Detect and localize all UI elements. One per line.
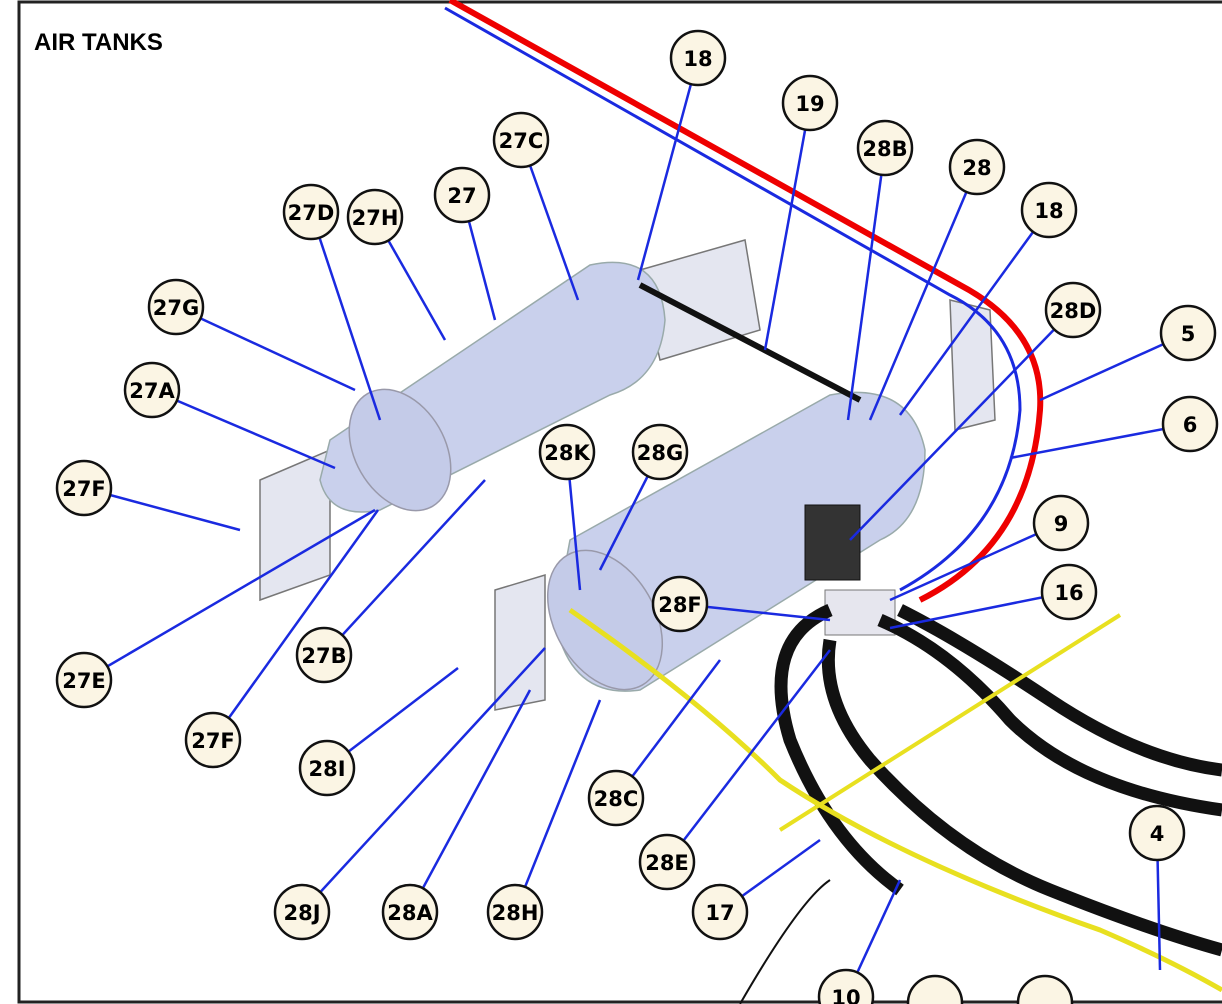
callout-label: 18 <box>1034 199 1063 223</box>
callout-label: 27D <box>288 201 335 225</box>
callout-label: 27A <box>129 379 175 403</box>
callout-label: 28J <box>283 901 320 925</box>
callout-label: 18 <box>683 47 712 71</box>
callout-label: 16 <box>1054 581 1083 605</box>
callout-label: 9 <box>1054 512 1069 536</box>
callout-label: 28C <box>594 787 639 811</box>
callout-label: 5 <box>1181 322 1196 346</box>
callout-label: 27C <box>499 129 544 153</box>
callout-label: 28D <box>1050 299 1097 323</box>
callout-label: 28 <box>962 156 991 180</box>
callout-label: 19 <box>795 92 824 116</box>
callout-label: 28K <box>544 441 590 465</box>
callout-label: 27F <box>191 729 235 753</box>
callout-label: 4 <box>1150 822 1165 846</box>
callout-label: 27B <box>301 644 346 668</box>
callout-label: 28A <box>387 901 433 925</box>
callout-label: 28B <box>862 137 907 161</box>
callout-label: 28I <box>308 757 345 781</box>
callout-label: 27F <box>62 477 106 501</box>
callout-label: 6 <box>1183 413 1198 437</box>
title: AIR TANKS <box>34 29 163 56</box>
callout-label: 28E <box>645 851 689 875</box>
callout-label: 27G <box>153 296 199 320</box>
frame <box>19 2 1222 1002</box>
callout-label: 28G <box>637 441 683 465</box>
callout-label: 27E <box>62 669 106 693</box>
diagram: AIR TANKS 18 19 27C 28B 28 27 27D 27H 18 27G 28D 5 2… <box>0 0 1222 1004</box>
callout-label: 17 <box>705 901 734 925</box>
callout-label: 28F <box>658 593 702 617</box>
callout-label: 27 <box>447 184 476 208</box>
callout-label: 10 <box>831 986 860 1004</box>
callout-label: 28H <box>492 901 539 925</box>
callout-label: 27H <box>352 206 399 230</box>
